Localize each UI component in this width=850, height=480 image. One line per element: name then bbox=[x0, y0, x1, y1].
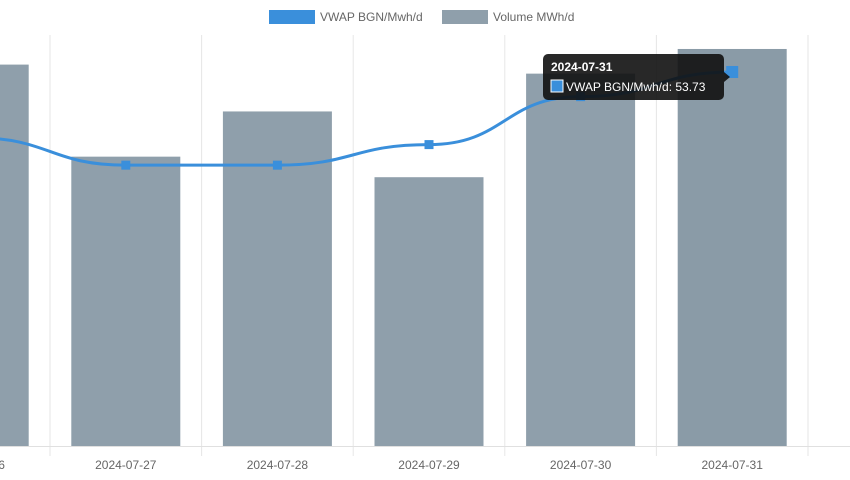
legend-item-vwap[interactable]: VWAP BGN/Mwh/d bbox=[269, 10, 423, 24]
volume-bar bbox=[0, 64, 29, 446]
x-axis: 2024-07-26 2024-07-27 2024-07-28 2024-07-29… bbox=[0, 458, 763, 472]
vwap-point bbox=[272, 160, 282, 170]
x-tick-label: 2024-07-26 bbox=[0, 458, 5, 472]
volume-bar bbox=[526, 73, 636, 446]
vwap-point bbox=[424, 140, 434, 150]
vwap-point bbox=[726, 65, 739, 78]
grid-lines bbox=[0, 35, 850, 456]
tooltip-color-swatch bbox=[550, 79, 564, 93]
tooltip-background bbox=[543, 54, 724, 100]
tooltip-caret bbox=[724, 72, 730, 82]
x-tick-label: 2024-07-28 bbox=[247, 458, 309, 472]
volume-bar bbox=[71, 156, 181, 446]
x-tick-label: 2024-07-29 bbox=[398, 458, 460, 472]
x-tick-label: 2024-07-30 bbox=[550, 458, 612, 472]
volume-bars bbox=[0, 48, 787, 447]
legend-label-vwap: VWAP BGN/Mwh/d bbox=[320, 10, 423, 24]
x-tick-label: 2024-07-27 bbox=[95, 458, 157, 472]
x-tick-label: 2024-07-31 bbox=[702, 458, 764, 472]
volume-bar bbox=[374, 177, 484, 446]
legend-swatch-vwap bbox=[269, 10, 315, 24]
volume-bar bbox=[677, 48, 787, 446]
tooltip-title: 2024-07-31 bbox=[551, 60, 613, 74]
tooltip-label: VWAP BGN/Mwh/d: 53.73 bbox=[566, 80, 706, 94]
tooltip: 2024-07-31 VWAP BGN/Mwh/d: 53.73 bbox=[543, 54, 730, 100]
legend: VWAP BGN/Mwh/d Volume MWh/d bbox=[269, 10, 574, 24]
legend-item-volume[interactable]: Volume MWh/d bbox=[442, 10, 574, 24]
legend-label-volume: Volume MWh/d bbox=[493, 10, 574, 24]
vwap-point bbox=[121, 160, 131, 170]
legend-swatch-volume bbox=[442, 10, 488, 24]
